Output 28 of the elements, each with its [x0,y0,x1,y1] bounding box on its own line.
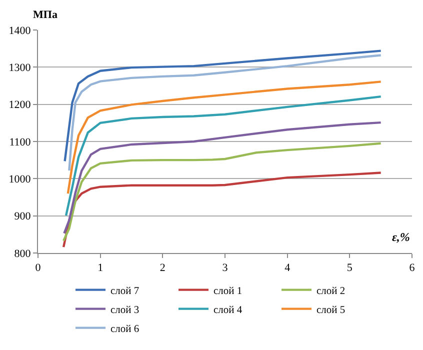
y-axis-title: МПа [33,9,58,21]
legend-label: слой 6 [110,324,140,335]
x-tick-label: 3 [222,262,228,274]
legend-label: слой 4 [214,304,243,316]
y-tick-label: 1400 [8,24,32,37]
x-tick-label: 2 [160,262,166,274]
y-tick-label: 1100 [9,136,32,148]
legend-label: слой 5 [316,304,346,316]
x-tick-label: 6 [409,262,416,274]
line-series [62,172,382,248]
line-series [62,142,382,242]
line-series [64,95,382,217]
x-tick-label: 0 [35,262,42,274]
y-tick-label: 1000 [8,174,32,186]
x-tick-label: 4 [284,262,291,274]
line-series [66,80,382,195]
y-tick-label: 1300 [8,62,32,74]
line-series [63,121,382,234]
x-tick-label: 1 [98,262,104,274]
x-tick-label: 5 [346,262,353,274]
legend-label: слой 3 [110,304,140,316]
y-tick-label: 900 [14,210,32,223]
legend-label: слой 2 [316,286,346,297]
legend-label: слой 1 [214,286,242,297]
y-tick-label: 1200 [8,99,32,112]
legend-label: слой 7 [110,286,140,297]
y-tick-label: 800 [14,248,32,260]
x-axis-title: ε,% [392,230,410,244]
